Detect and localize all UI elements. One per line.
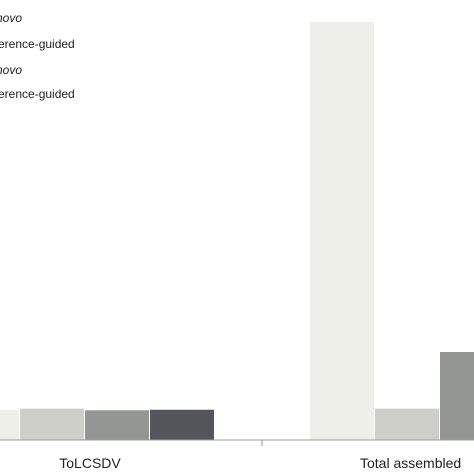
x-tick-label-tolcsdv: ToLCSDV [59, 455, 121, 471]
legend-entry-1: novo [0, 11, 23, 25]
legend-entry-4: erence-guided [0, 87, 75, 101]
bar-1-total-assembled [310, 22, 374, 440]
bars-layer [0, 22, 474, 440]
bar-4-tolcsdv [150, 409, 214, 440]
bar-1-tolcsdv [0, 409, 19, 440]
bar-2-total-assembled [375, 408, 439, 440]
legend-entry-2: erence-guided [0, 37, 75, 51]
x-tick-label-total-assembled: Total assembled [360, 455, 461, 471]
bar-3-tolcsdv [85, 410, 149, 440]
bar-2-tolcsdv [20, 408, 84, 440]
legend-entry-3: novo [0, 63, 23, 77]
bar-3-total-assembled [440, 352, 474, 440]
